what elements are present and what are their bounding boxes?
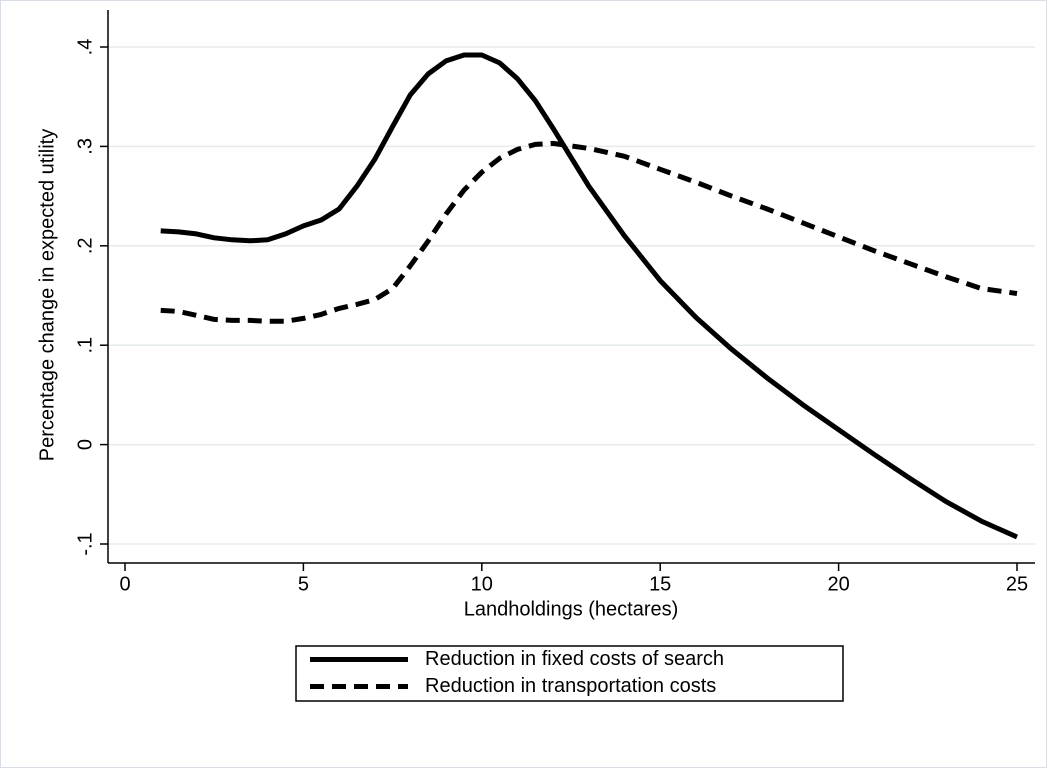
x-tick-label: 5 [298, 573, 309, 595]
x-tick-label: 10 [471, 573, 493, 595]
y-axis-label: Percentage change in expected utility [36, 129, 58, 461]
x-axis-label: Landholdings (hectares) [464, 598, 679, 620]
line-series [160, 52, 1019, 540]
legend-label: Reduction in fixed costs of search [425, 648, 724, 670]
y-tick-label: .3 [74, 138, 96, 155]
y-tick-label: 0 [74, 439, 96, 450]
y-tick-label: .2 [74, 237, 96, 254]
y-tick-label: .4 [74, 39, 96, 56]
x-tick-label: 15 [649, 573, 671, 595]
x-tick-label: 0 [119, 573, 130, 595]
line-series [160, 140, 1018, 324]
y-tick-label: .1 [74, 337, 96, 354]
legend-label: Reduction in transportation costs [425, 675, 716, 697]
y-tick-label: -.1 [74, 532, 96, 555]
x-tick-label: 20 [827, 573, 849, 595]
x-tick-label: 25 [1006, 573, 1028, 595]
legend-box [295, 645, 844, 702]
